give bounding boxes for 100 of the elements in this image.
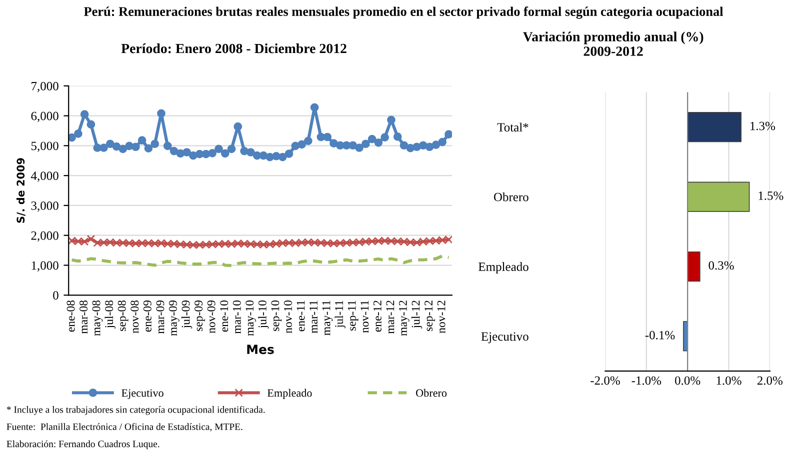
text: * Incluye a los trabajadores sin categoría ocupacional identificada. xyxy=(6,406,265,415)
point xyxy=(74,130,82,138)
point xyxy=(189,151,198,160)
y-tick-label: Ejecutivo xyxy=(481,332,528,344)
data-label: -0.1% xyxy=(645,330,675,340)
y-tick-label: Obrero xyxy=(494,192,528,202)
point xyxy=(425,142,434,152)
x-tick-label: nov-08 xyxy=(130,300,139,334)
point xyxy=(220,149,230,158)
x-tick-label: nov-09 xyxy=(207,300,216,334)
y-tick-label: 0 xyxy=(53,291,58,300)
x-tick-label: -2.0% xyxy=(590,376,620,385)
point xyxy=(393,132,402,141)
x-tick-label: mar-12 xyxy=(386,300,394,334)
point xyxy=(323,132,332,142)
point xyxy=(150,140,160,148)
x-tick-label: ene-12 xyxy=(373,300,382,332)
point xyxy=(438,138,447,146)
x-tick-label: nov-10 xyxy=(284,300,292,334)
x-tick-label: ene-09 xyxy=(143,300,152,332)
y-tick-label: 4,000 xyxy=(30,172,58,182)
point xyxy=(132,142,140,152)
source-note: Fuente: Planilla Electrónica / Oficina de Estadística, MTPE. xyxy=(6,423,242,432)
x-tick-label: mar-09 xyxy=(156,300,164,334)
bar xyxy=(687,112,742,142)
y-tick-label: 2,000 xyxy=(31,231,58,242)
y-tick-label: 5,000 xyxy=(31,142,58,152)
point xyxy=(374,138,383,147)
point xyxy=(68,133,76,142)
x-tick-label: may-11 xyxy=(322,300,333,336)
x-tick-label: 2.0% xyxy=(757,376,782,385)
point xyxy=(380,133,390,142)
x-tick-label: sep-11 xyxy=(348,300,358,331)
x-tick-label: 0.0% xyxy=(675,376,700,385)
x-tick-label: jul-10 xyxy=(258,300,269,329)
x-tick-label: mar-08 xyxy=(80,300,88,334)
point xyxy=(432,140,440,149)
x-tick-label: ene-11 xyxy=(296,300,305,332)
point xyxy=(170,146,178,156)
point xyxy=(362,140,370,148)
bar xyxy=(687,251,700,282)
point xyxy=(163,142,172,150)
x-tick-label: mar-11 xyxy=(310,300,318,334)
y-tick-label: 3,000 xyxy=(31,201,58,212)
y-axis-title: S/. de 2009 xyxy=(16,158,26,223)
x-axis-title: Mes xyxy=(247,344,274,354)
point xyxy=(348,141,358,150)
point xyxy=(234,122,242,131)
point xyxy=(112,142,121,151)
point xyxy=(80,110,89,118)
x-tick-label: mar-10 xyxy=(232,300,241,334)
point xyxy=(106,140,114,148)
data-label: 0.3% xyxy=(708,261,734,270)
x-tick-label: sep-10 xyxy=(271,300,282,332)
point xyxy=(246,148,255,156)
x-tick-label: may-12 xyxy=(398,300,410,336)
x-tick-label: jul-11 xyxy=(334,300,346,328)
x-tick-label: sep-08 xyxy=(118,300,128,332)
x-tick-label: jul-12 xyxy=(411,300,422,329)
point xyxy=(138,136,146,144)
chart-title: Variación promedio anual (%) 2009-2012 xyxy=(522,32,704,56)
legend-label: Obrero xyxy=(416,388,447,397)
point xyxy=(304,136,312,146)
point xyxy=(310,103,319,112)
point xyxy=(86,120,96,129)
y-tick-label: 6,000 xyxy=(31,112,58,122)
x-tick-label: sep-09 xyxy=(194,300,205,332)
point xyxy=(227,144,236,154)
x-tick-label: ene-08 xyxy=(66,300,75,332)
x-tick-label: jul-09 xyxy=(181,300,192,329)
x-tick-label: nov-11 xyxy=(360,300,369,333)
x-tick-label: may-08 xyxy=(92,300,103,336)
point xyxy=(214,144,223,154)
point xyxy=(182,148,191,156)
data-label: 1.3% xyxy=(750,122,776,130)
y-tick-label: Total* xyxy=(497,122,528,132)
point xyxy=(298,140,306,149)
chart-title: Perú: Remuneraciones brutas reales mensuales promedio en el sector privado formal según categoria ocupacional xyxy=(84,6,724,19)
point xyxy=(259,151,268,160)
x-tick-label: -1.0% xyxy=(632,376,662,385)
point xyxy=(419,141,428,150)
y-tick-label: Empleado xyxy=(478,262,528,274)
point xyxy=(330,139,338,148)
chart-subtitle: Período: Enero 2008 - Diciembre 2012 xyxy=(121,43,346,54)
point xyxy=(284,150,294,158)
y-tick-label: 7,000 xyxy=(32,82,58,92)
point xyxy=(368,134,376,144)
line-series xyxy=(70,254,450,268)
point xyxy=(444,130,452,138)
x-tick-label: ene-10 xyxy=(220,300,228,332)
data-label: 1.5% xyxy=(758,191,784,200)
y-tick-label: 1,000 xyxy=(32,261,58,272)
x-tick-label: sep-12 xyxy=(424,300,435,332)
point xyxy=(100,144,108,152)
bar xyxy=(687,182,750,212)
legend-label: Ejecutivo xyxy=(122,389,164,400)
x-tick-label: may-10 xyxy=(246,300,256,336)
x-tick-label: jul-08 xyxy=(104,300,116,329)
point xyxy=(144,144,153,153)
text: Elaboración: Fernando Cuadros Luque. xyxy=(6,440,160,450)
